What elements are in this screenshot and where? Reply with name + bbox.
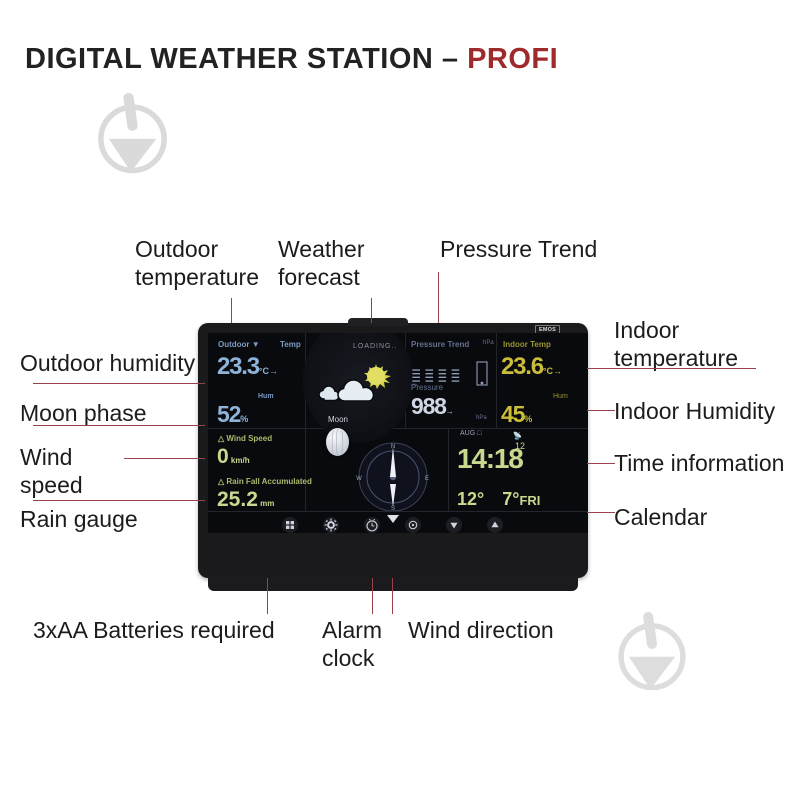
svg-text:W: W [356, 476, 362, 482]
svg-text:E: E [425, 476, 429, 482]
